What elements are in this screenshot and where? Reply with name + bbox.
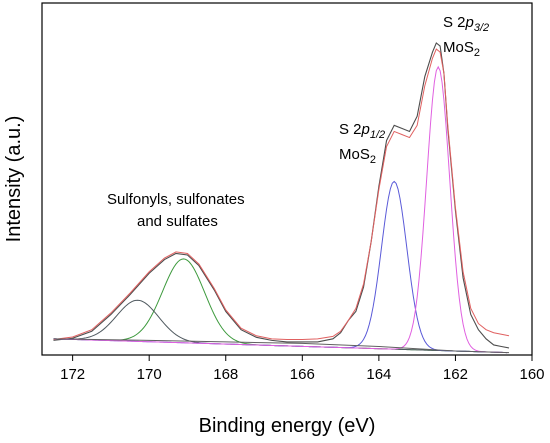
- series-line-baseline: [53, 338, 510, 354]
- y-axis-title: Intensity (a.u.): [3, 116, 25, 243]
- anno1-line2: MoS: [443, 39, 474, 56]
- anno1-main: S 2: [443, 14, 466, 31]
- x-axis-title: Binding energy (eV): [199, 415, 376, 437]
- x-tick-label: 164: [366, 366, 391, 383]
- anno1-sub: 3/2: [474, 22, 489, 34]
- x-tick-label: 168: [213, 366, 238, 383]
- x-tick-label: 170: [137, 366, 162, 383]
- anno2-main: S 2: [339, 121, 362, 138]
- anno2-line2-sub: 2: [370, 154, 376, 166]
- series-layer: [53, 42, 510, 354]
- series-line-component: [53, 299, 508, 354]
- x-tick-label: 166: [290, 366, 315, 383]
- anno3-line1: Sulfonyls, sulfonates: [107, 191, 245, 208]
- x-tick-label: 160: [519, 366, 544, 383]
- anno2-sub: 1/2: [370, 129, 385, 141]
- plot-frame: [41, 2, 533, 356]
- svg-text:MoS2: MoS2: [339, 146, 376, 166]
- anno2-line2: MoS: [339, 146, 370, 163]
- x-ticks: 172 170 168 166 164 162 160: [60, 355, 545, 383]
- svg-text:MoS2: MoS2: [443, 39, 480, 59]
- x-tick-label: 172: [60, 366, 85, 383]
- anno1-italic: p: [465, 14, 474, 31]
- svg-text:S 2p3/2: S 2p3/2: [443, 14, 489, 34]
- series-line-fit-envelope: [53, 48, 510, 340]
- annotation-oxidized-sulfur: Sulfonyls, sulfonates and sulfates: [107, 191, 245, 230]
- series-line-component: [53, 65, 508, 354]
- annotation-s2p12: S 2p1/2 MoS2: [339, 121, 385, 166]
- x-tick-label: 162: [443, 366, 468, 383]
- annotation-s2p32: S 2p3/2 MoS2: [443, 14, 489, 59]
- anno1-line2-sub: 2: [474, 47, 480, 59]
- anno3-line2: and sulfates: [137, 213, 218, 230]
- series-line-component: [53, 258, 508, 354]
- anno2-italic: p: [361, 121, 370, 138]
- svg-text:S 2p1/2: S 2p1/2: [339, 121, 385, 141]
